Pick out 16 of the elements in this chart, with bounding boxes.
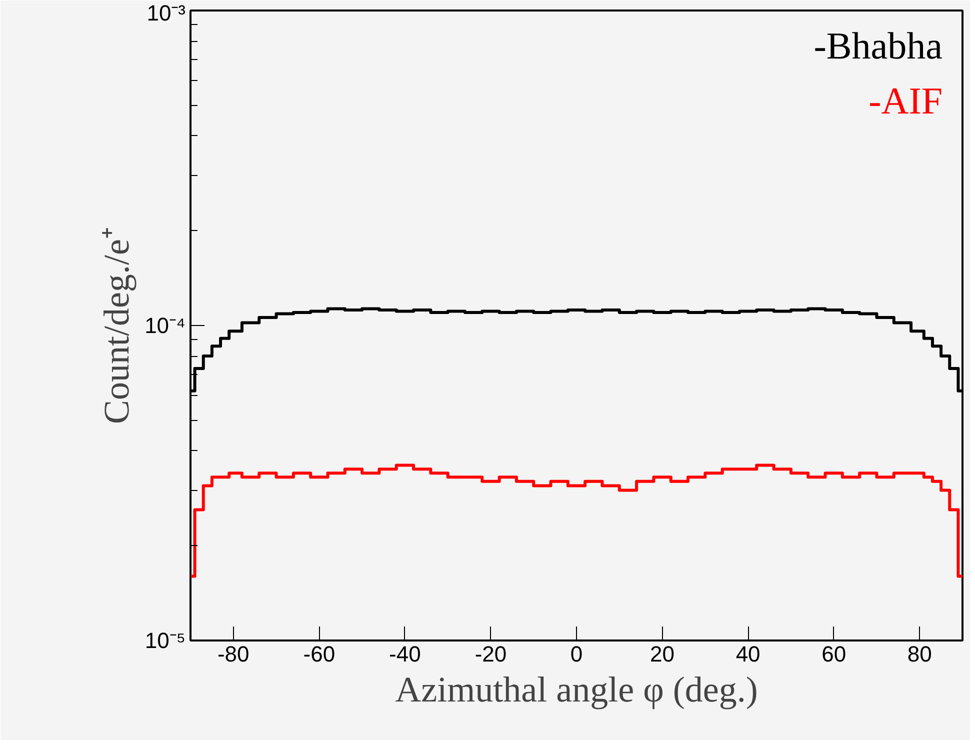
x-tick-label: 0 [570, 642, 583, 666]
text: -AIF [868, 80, 943, 122]
y-tick-label: 10⁻⁵ [144, 628, 186, 653]
text: -Bhabha [814, 26, 943, 68]
x-tick-label: -40 [389, 642, 421, 666]
x-tick-label: -20 [474, 642, 507, 666]
y-axis-title: Count/deg./e⁺ [96, 227, 137, 424]
x-tick-label: 60 [822, 642, 846, 666]
y-tick-label: 10⁻⁴ [144, 313, 186, 338]
y-tick-label: 10⁻³ [146, 0, 186, 26]
x-tick-label: 80 [907, 642, 932, 666]
x-tick-label: -60 [303, 642, 336, 666]
x-tick-label: 40 [736, 642, 760, 666]
x-axis-title: Azimuthal angle φ (deg.) [395, 670, 758, 710]
x-tick-label: -80 [217, 642, 250, 666]
x-tick-label: 20 [650, 642, 675, 666]
